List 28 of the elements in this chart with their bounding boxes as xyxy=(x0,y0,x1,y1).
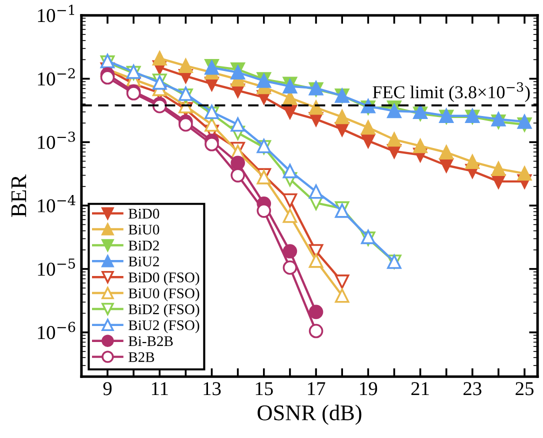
y-tick-label: 10$^{−1}$ xyxy=(38,4,74,22)
legend-label: BiD2 (FSO) xyxy=(128,304,200,318)
y-tick-label: 10$^{−6}$ xyxy=(38,322,76,340)
legend-label: BiD0 xyxy=(128,208,160,219)
y-tick-label: 10$^{−4}$ xyxy=(38,194,76,212)
legend-label: BiD2 xyxy=(128,240,159,250)
legend-label: BiU0 (FSO) xyxy=(128,288,200,302)
ref-line-label: FEC limit (3.8×10$^{−3}$) xyxy=(372,82,530,102)
legend-label: Bi-B2B xyxy=(128,336,173,346)
y-tick-label: 10$^{−5}$ xyxy=(38,258,75,276)
x-tick-label: 17 xyxy=(308,382,326,396)
y-tick-label: 10$^{−3}$ xyxy=(38,132,76,149)
y-axis-title: BER xyxy=(12,174,26,217)
y-tick-label: 10$^{−2}$ xyxy=(38,68,75,86)
x-axis-title: OSNR (dB) xyxy=(258,404,362,425)
x-tick-label: 15 xyxy=(256,382,273,396)
legend-label: BiU2 (FSO) xyxy=(128,320,200,334)
x-tick-label: 19 xyxy=(360,382,378,396)
x-tick-label: 9 xyxy=(103,382,112,396)
x-tick-label: 13 xyxy=(204,382,221,396)
x-tick-label: 23 xyxy=(464,382,482,396)
x-tick-label: 21 xyxy=(411,382,429,396)
legend-label: BiU0 xyxy=(128,224,160,235)
legend-label: BiD0 (FSO) xyxy=(128,272,200,286)
legend-label: BiU2 xyxy=(128,256,159,266)
x-tick-label: 25 xyxy=(516,382,534,396)
legend-label: B2B xyxy=(128,352,154,362)
x-tick-label: 11 xyxy=(152,382,168,396)
